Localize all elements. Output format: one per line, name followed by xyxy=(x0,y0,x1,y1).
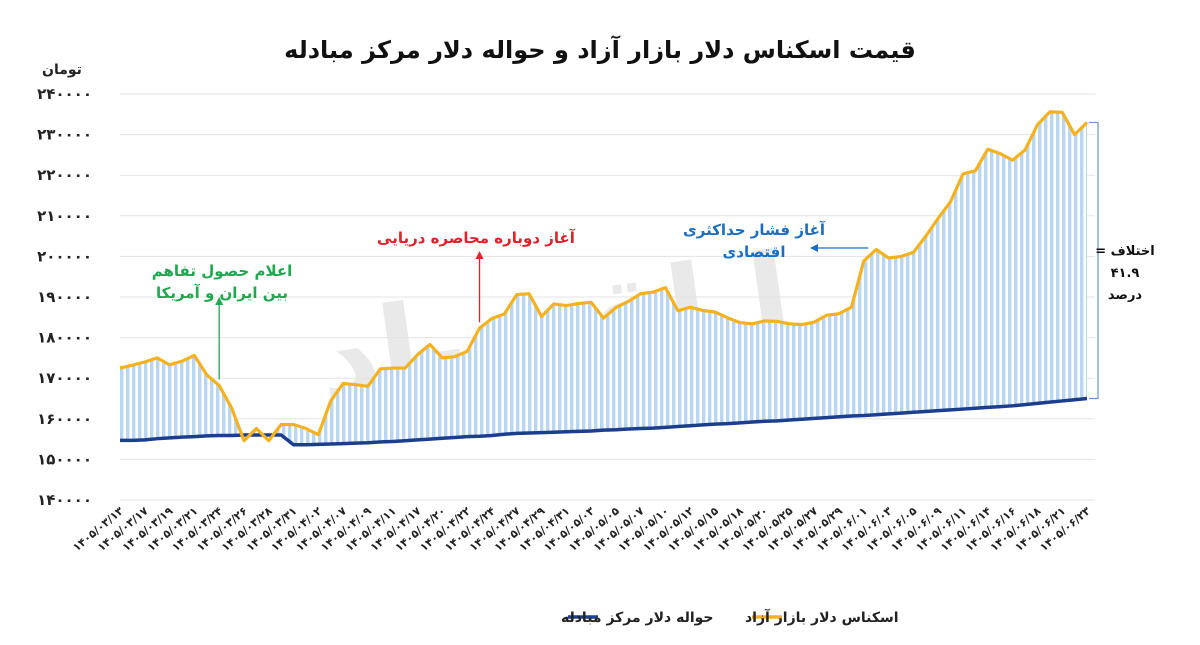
y-tick-label: ۲۰۰۰۰۰ xyxy=(37,247,92,265)
annotation-arrowhead xyxy=(475,251,484,259)
annotation-text: آغاز دوباره محاصره دریایی xyxy=(377,229,576,247)
legend-label-free-market: اسکناس دلار بازار آزاد xyxy=(745,608,899,626)
gridlines xyxy=(120,93,1095,501)
exchange-center-line xyxy=(120,396,1088,447)
difference-bracket: اختلاف = ۴۱.۹ درصد xyxy=(1089,121,1155,400)
difference-label: ۴۱.۹ xyxy=(1111,266,1140,281)
annotation-text: اعلام حصول تفاهم xyxy=(152,262,292,280)
difference-bracket-line xyxy=(1089,121,1099,400)
y-tick-label: ۱۷۰۰۰۰ xyxy=(37,369,92,387)
y-tick-label: ۲۱۰۰۰۰ xyxy=(37,207,92,225)
y-axis-unit: تومان xyxy=(42,62,82,78)
y-tick-label: ۱۶۰۰۰۰ xyxy=(37,410,92,428)
y-tick-label: ۱۹۰۰۰۰ xyxy=(37,288,92,306)
y-axis-ticks: ۲۴۰۰۰۰ ۲۳۰۰۰۰ ۲۲۰۰۰۰ ۲۱۰۰۰۰ ۲۰۰۰۰۰ ۱۹۰۰۰۰ ۱۸۰۰… xyxy=(37,85,92,509)
difference-label: اختلاف = xyxy=(1095,244,1155,259)
y-tick-label: ۱۵۰۰۰۰ xyxy=(37,450,92,468)
y-tick-label: ۲۲۰۰۰۰ xyxy=(37,166,92,184)
legend-label-exchange-center: حواله دلار مرکز مبادله xyxy=(561,610,714,626)
y-tick-label: ۲۴۰۰۰۰ xyxy=(37,85,92,103)
difference-label: درصد xyxy=(1108,288,1143,303)
annotations: اعلام حصول تفاهم بین ایران و آمریکا آغاز د… xyxy=(152,221,869,380)
x-axis-ticks: ۱۴۰۵/۰۳/۱۳۱۴۰۵/۰۳/۱۷۱۴۰۵/۰۳/۱۹۱۴۰۵/۰۳/۲۱… xyxy=(70,504,1093,554)
difference-area xyxy=(120,111,1087,445)
chart-title: قیمت اسکناس دلار بازار آزاد و حواله دلار… xyxy=(284,35,916,64)
y-tick-label: ۱۸۰۰۰۰ xyxy=(37,329,92,347)
series-lines xyxy=(119,110,1089,447)
annotation-text: بین ایران و آمریکا xyxy=(156,284,288,302)
free-market-line xyxy=(119,110,1089,443)
y-tick-label: ۲۳۰۰۰۰ xyxy=(37,126,92,144)
annotation-text: اقتصادی xyxy=(723,243,786,261)
annotation-text: آغاز فشار حداکثری xyxy=(683,221,826,239)
annotation-arrowhead xyxy=(215,297,224,305)
y-tick-label: ۱۴۰۰۰۰ xyxy=(37,491,92,509)
legend: اسکناس دلار بازار آزاد حواله دلار مرکز مب… xyxy=(561,608,899,626)
annotation-arrowhead xyxy=(810,244,818,252)
